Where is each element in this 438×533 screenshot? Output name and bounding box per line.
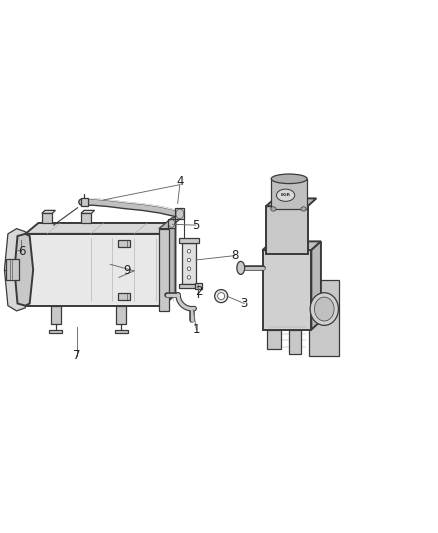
Bar: [180, 238, 198, 243]
Text: 3: 3: [240, 297, 248, 310]
Text: 9: 9: [123, 264, 131, 277]
Bar: [262, 250, 311, 329]
Bar: [182, 243, 196, 284]
Bar: [309, 280, 339, 356]
Bar: [25, 234, 162, 305]
Ellipse shape: [237, 261, 245, 274]
Text: 1: 1: [193, 323, 200, 336]
Text: 4: 4: [176, 175, 184, 188]
Ellipse shape: [271, 207, 276, 211]
Polygon shape: [42, 211, 55, 213]
Bar: [117, 293, 130, 300]
Ellipse shape: [187, 267, 191, 270]
Bar: [176, 208, 184, 220]
Ellipse shape: [215, 289, 228, 303]
Bar: [50, 305, 61, 324]
Text: 7: 7: [73, 349, 81, 362]
Polygon shape: [262, 241, 321, 250]
Bar: [289, 329, 301, 353]
Text: EGR: EGR: [281, 193, 290, 197]
Ellipse shape: [301, 207, 306, 211]
Polygon shape: [159, 218, 182, 229]
Text: 2: 2: [195, 285, 202, 298]
Bar: [271, 179, 307, 209]
Ellipse shape: [187, 258, 191, 262]
Polygon shape: [311, 241, 321, 329]
Bar: [195, 282, 201, 289]
Text: 5: 5: [192, 219, 200, 232]
Bar: [267, 329, 281, 349]
Bar: [266, 206, 307, 254]
Text: 6: 6: [18, 245, 25, 258]
Bar: [168, 219, 175, 228]
Ellipse shape: [187, 276, 191, 279]
Ellipse shape: [218, 293, 225, 300]
Polygon shape: [14, 234, 33, 305]
FancyBboxPatch shape: [6, 260, 19, 280]
Bar: [117, 240, 130, 247]
Polygon shape: [162, 223, 176, 305]
Bar: [49, 329, 62, 333]
Polygon shape: [266, 198, 316, 206]
Bar: [115, 329, 127, 333]
Bar: [81, 198, 88, 206]
Polygon shape: [4, 229, 29, 311]
Polygon shape: [25, 223, 176, 234]
Bar: [81, 213, 92, 223]
Ellipse shape: [310, 293, 339, 325]
Ellipse shape: [187, 249, 191, 253]
Text: 8: 8: [231, 249, 238, 262]
Ellipse shape: [314, 297, 334, 321]
Bar: [180, 284, 198, 288]
Bar: [159, 229, 169, 311]
Bar: [116, 305, 126, 324]
Polygon shape: [81, 211, 95, 213]
Bar: [42, 213, 52, 223]
Ellipse shape: [271, 174, 307, 183]
Ellipse shape: [276, 189, 295, 201]
